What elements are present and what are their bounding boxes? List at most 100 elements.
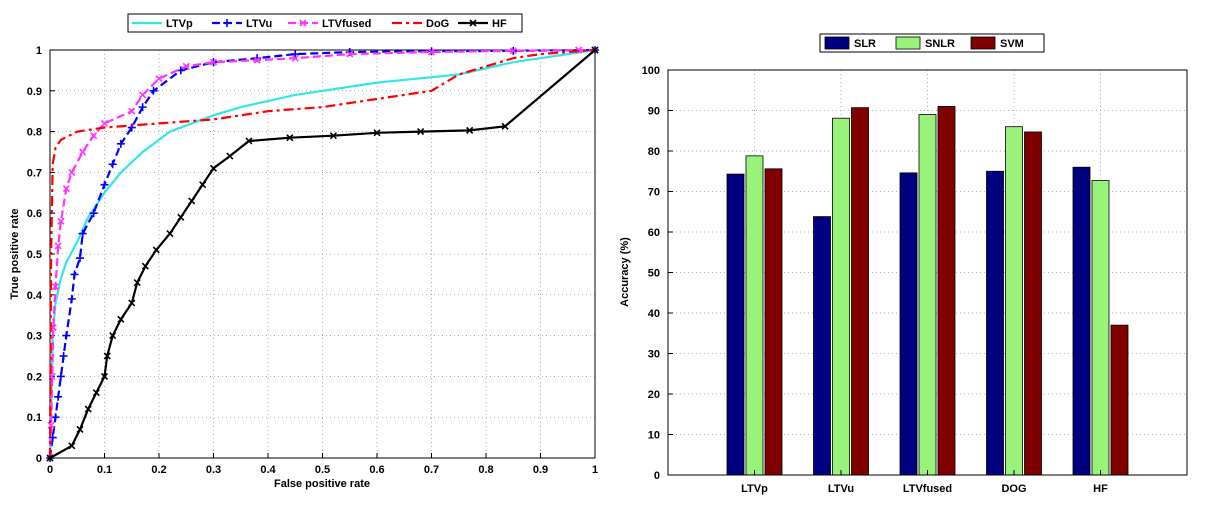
roc-legend-label-dog: DoG: [426, 18, 449, 30]
roc-point-ltvfused: [62, 185, 70, 193]
roc-legend-label-ltvp: LTVp: [166, 18, 193, 30]
roc-y-tick-label: 0.9: [27, 86, 42, 98]
bar-slr-hf: [1072, 166, 1091, 476]
roc-y-tick-label: 0.5: [27, 249, 42, 261]
roc-line-dog: [48, 48, 596, 459]
bar-snlr-ltvfused: [918, 114, 937, 476]
roc-point-hf: [166, 230, 174, 238]
roc-point-ltvu: [149, 86, 158, 95]
bar-svm-dog: [1024, 131, 1042, 476]
roc-point-hf: [466, 126, 474, 134]
roc-point-hf: [141, 262, 149, 270]
roc-line-ltvfused: [48, 48, 595, 459]
bar-slr-dog: [986, 170, 1004, 476]
roc-point-ltvu: [138, 103, 147, 112]
roc-point-ltvfused: [427, 48, 436, 56]
roc-point-ltvu: [67, 294, 76, 303]
bar-category-label-ltvfused: LTVfused: [903, 483, 952, 495]
roc-point-ltvfused: [509, 47, 517, 55]
bar-y-tick-label: 80: [648, 146, 660, 158]
bar-snlr-ltvu: [832, 117, 850, 476]
roc-point-hf: [501, 122, 509, 130]
roc-point-ltvfused: [51, 283, 60, 291]
bar-y-tick-label: 70: [648, 187, 660, 199]
bar-y-axis-label: Accuracy (%): [619, 237, 631, 307]
roc-point-hf: [226, 152, 234, 160]
bar-slr-ltvu: [813, 216, 831, 476]
roc-legend-marker-ltvfused: [299, 19, 307, 27]
roc-y-tick-label: 0.7: [27, 167, 42, 179]
bar-legend-swatch-slr: [824, 36, 850, 50]
roc-series-ltvp: [48, 48, 596, 459]
bar-legend-swatch-svm: [970, 36, 996, 50]
roc-series: [46, 46, 599, 462]
roc-point-ltvu: [108, 160, 117, 169]
roc-y-tick-label: 1: [36, 45, 42, 57]
roc-point-hf: [133, 278, 141, 287]
roc-x-tick-label: 0.5: [315, 464, 330, 476]
bar-y-tick-label: 20: [648, 389, 660, 401]
roc-y-tick-label: 0.2: [27, 371, 42, 383]
roc-point-hf: [92, 389, 100, 397]
roc-x-tick-label: 0.7: [424, 464, 439, 476]
roc-y-tick-label: 0.6: [27, 208, 42, 220]
roc-point-hf: [100, 372, 109, 380]
roc-y-axis-label: True positive rate: [9, 208, 21, 299]
roc-series-dog: [48, 48, 596, 459]
bar-legend-box: [819, 33, 1045, 53]
roc-y-tick-label: 0.8: [27, 127, 42, 139]
roc-point-ltvu: [100, 180, 109, 189]
roc-x-tick-label: 1: [592, 464, 598, 476]
roc-x-tick-label: 0.1: [97, 464, 112, 476]
bar-category-label-hf: HF: [1093, 483, 1108, 495]
roc-point-ltvfused: [155, 74, 163, 83]
bar-svm-hf: [1110, 324, 1129, 476]
roc-x-tick-label: 0.3: [206, 464, 221, 476]
bar-snlr-hf: [1091, 180, 1110, 476]
roc-point-hf: [103, 352, 111, 360]
roc-point-hf: [109, 332, 117, 340]
bar-y-tick-label: 30: [648, 349, 660, 361]
roc-point-hf: [84, 405, 92, 413]
roc-point-ltvfused: [182, 62, 190, 70]
bar-svm-ltvp: [764, 168, 783, 476]
roc-point-hf: [46, 454, 54, 462]
roc-y-tick-label: 0.4: [27, 290, 43, 302]
roc-point-hf: [199, 181, 207, 189]
roc-legend-label-hf: HF: [492, 18, 507, 30]
roc-point-ltvu: [54, 392, 63, 401]
bar-y-tick-label: 10: [648, 430, 660, 442]
bar-y-tick-label: 100: [642, 65, 660, 77]
bar-legend-label-svm: SVM: [1000, 38, 1024, 50]
roc-point-hf: [286, 134, 294, 142]
bar-plot-frame: [667, 69, 1188, 476]
roc-point-hf: [68, 442, 76, 450]
bar-y-tick-label: 90: [648, 106, 660, 118]
roc-y-tick-label: 0.3: [27, 331, 42, 343]
roc-point-ltvu: [89, 209, 98, 218]
bar-legend-label-snlr: SNLR: [925, 38, 955, 50]
roc-point-ltvfused: [90, 132, 98, 140]
roc-legend-marker-hf: [469, 19, 477, 27]
roc-point-ltvfused: [291, 54, 299, 62]
roc-point-ltvu: [59, 352, 68, 360]
roc-point-ltvu: [78, 229, 87, 238]
roc-point-ltvu: [116, 139, 125, 148]
roc-x-tick-label: 0.2: [151, 464, 166, 476]
roc-point-ltvfused: [68, 168, 76, 176]
roc-y-tick-label: 0.1: [27, 412, 42, 424]
bar-legend-label-slr: SLR: [854, 38, 876, 50]
roc-point-ltvfused: [57, 217, 65, 225]
bar-ticks: 0 10 20 30 40 50 60 70 80 90 100 LTVp LTVu LTVfused DO…: [642, 65, 1108, 495]
roc-line-ltvp: [48, 48, 596, 459]
bar-y-tick-label: 60: [648, 227, 660, 239]
roc-series-hf: [46, 46, 599, 462]
roc-ticks: 0 0.1 0.2 0.3 0.4 0.5 0.6 0.7 0.8 0.9 1 0 0.1 0.2 0.3 0…: [27, 45, 598, 476]
roc-x-tick-label: 0.9: [533, 464, 548, 476]
roc-point-hf: [152, 246, 160, 254]
bar-snlr-dog: [1005, 126, 1023, 476]
roc-point-ltvfused: [100, 119, 109, 128]
roc-point-hf: [373, 129, 381, 137]
roc-point-hf: [209, 164, 218, 172]
